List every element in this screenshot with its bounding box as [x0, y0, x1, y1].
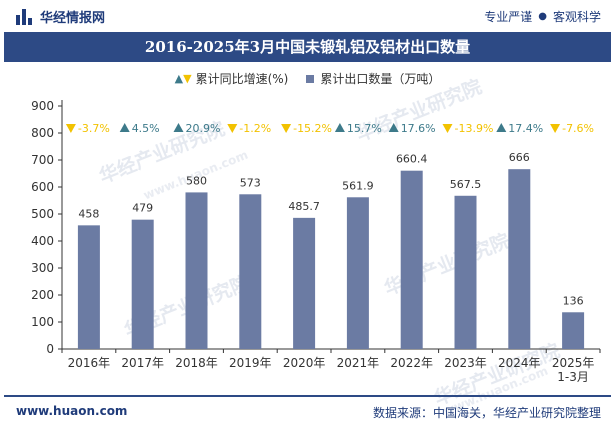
y-tick-label: 800: [31, 126, 54, 140]
bar-8: [508, 169, 531, 349]
bar-6: [400, 170, 423, 349]
x-tick-label: 2016年: [68, 356, 111, 370]
bar-value-label: 666: [509, 151, 530, 164]
growth-value-label: -13.9%: [455, 122, 494, 135]
y-tick-label: 600: [31, 180, 54, 194]
up-down-triangle-icon: ▲ ▼: [174, 72, 192, 85]
y-tick-label: 700: [31, 153, 54, 167]
bar-5: [346, 197, 369, 349]
bar-value-label: 580: [186, 174, 207, 187]
growth-down-marker: [65, 124, 76, 133]
bar-value-label: 567.5: [450, 178, 482, 191]
growth-value-label: -1.2%: [239, 122, 271, 135]
footer: www.huaon.com 数据来源：中国海关，华经产业研究院整理: [0, 395, 615, 427]
bar-9: [562, 312, 585, 349]
dot-separator-icon: ●: [538, 11, 547, 22]
bar-0: [77, 225, 100, 349]
y-tick-label: 100: [31, 315, 54, 329]
y-tick-label: 400: [31, 234, 54, 248]
legend-growth-label: 累计同比增速(%): [195, 72, 289, 86]
bar-value-label: 458: [78, 207, 99, 220]
growth-up-marker: [496, 123, 507, 132]
y-tick-label: 200: [31, 288, 54, 302]
x-tick-label: 2022年: [390, 356, 433, 370]
growth-up-marker: [173, 123, 184, 132]
growth-down-marker: [227, 124, 238, 133]
bar-swatch-icon: [306, 74, 315, 83]
x-tick-label: 2017年: [121, 356, 164, 370]
growth-up-marker: [334, 123, 345, 132]
bar-value-label: 136: [563, 294, 584, 307]
x-tick-label: 2023年: [444, 356, 487, 370]
bar-1: [131, 219, 154, 349]
growth-value-label: 4.5%: [132, 122, 160, 135]
x-tick-label: 2024年: [498, 356, 541, 370]
tagline-left: 专业严谨: [484, 10, 533, 24]
brand: 华经情报网: [16, 7, 105, 26]
chart-legend: ▲ ▼ 累计同比增速(%) 累计出口数量（万吨）: [0, 70, 615, 87]
growth-down-marker: [550, 124, 561, 133]
bar-value-label: 660.4: [396, 153, 428, 166]
growth-down-marker: [281, 124, 292, 133]
bar-value-label: 479: [132, 202, 153, 215]
growth-down-marker: [442, 124, 453, 133]
x-tick-label: 2021年: [337, 356, 380, 370]
growth-value-label: 20.9%: [186, 122, 221, 135]
bar-logo-icon: [16, 8, 32, 25]
data-source: 数据来源：中国海关，华经产业研究院整理: [372, 406, 601, 420]
x-tick-label: 1-3月: [557, 370, 589, 384]
y-tick-label: 0: [46, 342, 54, 356]
x-tick-label: 2019年: [229, 356, 272, 370]
x-tick-label: 2018年: [175, 356, 218, 370]
y-tick-label: 500: [31, 207, 54, 221]
bar-value-label: 485.7: [288, 200, 320, 213]
tagline-right: 客观科学: [552, 10, 601, 24]
growth-value-label: 15.7%: [347, 122, 382, 135]
bar-value-label: 573: [240, 176, 261, 189]
growth-value-label: 17.4%: [508, 122, 543, 135]
legend-item-growth: ▲ ▼ 累计同比增速(%): [175, 70, 289, 87]
x-tick-label: 2020年: [283, 356, 326, 370]
bar-3: [239, 194, 262, 349]
bar-value-label: 561.9: [342, 179, 374, 192]
top-header: 华经情报网 专业严谨 ● 客观科学: [0, 0, 615, 32]
growth-up-marker: [119, 123, 130, 132]
title-bar: 2016-2025年3月中国未锻轧铝及铝材出口数量: [4, 32, 611, 62]
chart-title: 2016-2025年3月中国未锻轧铝及铝材出口数量: [144, 38, 471, 56]
growth-value-label: -15.2%: [293, 122, 332, 135]
y-tick-label: 900: [31, 99, 54, 113]
growth-up-marker: [388, 123, 399, 132]
footer-url: www.huaon.com: [16, 404, 128, 418]
x-tick-label: 2025年: [552, 356, 595, 370]
footer-divider: [4, 395, 611, 397]
tagline: 专业严谨 ● 客观科学: [484, 8, 601, 25]
bar-7: [454, 195, 477, 349]
growth-value-label: -3.7%: [78, 122, 110, 135]
growth-value-label: -7.6%: [562, 122, 594, 135]
growth-value-label: 17.6%: [401, 122, 436, 135]
bar-chart: 0 100 200 300 400 500 600 700 800 900 458 2016年 -3.7…: [31, 99, 601, 384]
bar-2: [185, 192, 208, 349]
bar-4: [293, 217, 316, 349]
y-tick-label: 300: [31, 261, 54, 275]
legend-item-quantity: 累计出口数量（万吨）: [306, 70, 440, 87]
legend-quantity-label: 累计出口数量（万吨）: [320, 72, 441, 86]
brand-name: 华经情报网: [40, 11, 106, 26]
